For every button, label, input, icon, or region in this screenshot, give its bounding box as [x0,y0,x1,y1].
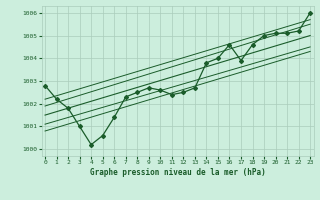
X-axis label: Graphe pression niveau de la mer (hPa): Graphe pression niveau de la mer (hPa) [90,168,266,177]
